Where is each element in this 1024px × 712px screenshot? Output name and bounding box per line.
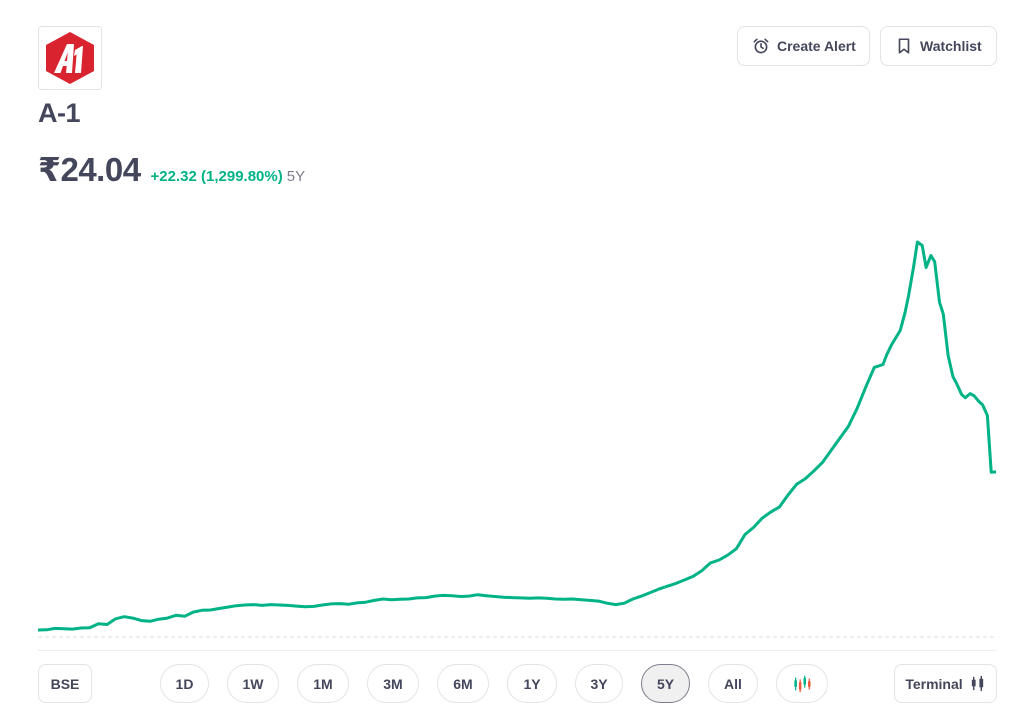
candlestick-toggle-button[interactable]	[776, 664, 828, 703]
exchange-label: BSE	[50, 675, 80, 692]
change-period: 5Y	[286, 168, 306, 185]
range-6m-button[interactable]: 6M	[437, 664, 489, 703]
range-all-label: All	[724, 675, 742, 692]
range-3m-label: 3M	[383, 675, 403, 692]
company-logo	[38, 26, 102, 90]
price-series-line	[38, 240, 996, 632]
create-alert-button[interactable]: Create Alert	[737, 26, 870, 66]
create-alert-label: Create Alert	[777, 38, 856, 54]
price-chart-svg	[38, 240, 996, 638]
watchlist-label: Watchlist	[920, 38, 982, 54]
range-3y-label: 3Y	[590, 675, 608, 692]
range-1d-label: 1D	[175, 675, 194, 692]
chart-divider	[38, 650, 996, 651]
range-1w-label: 1W	[242, 675, 264, 692]
range-5y-label: 5Y	[656, 675, 675, 692]
range-1m-label: 1M	[313, 675, 333, 692]
terminal-candles-icon	[971, 675, 983, 692]
alarm-clock-icon	[753, 38, 769, 54]
bookmark-icon	[898, 38, 910, 54]
candlestick-icon	[794, 675, 811, 692]
range-1y-label: 1Y	[523, 675, 541, 692]
watchlist-button[interactable]: Watchlist	[880, 26, 997, 66]
range-1d-button[interactable]: 1D	[160, 664, 209, 703]
terminal-label: Terminal	[905, 675, 963, 692]
a1-logo-icon	[46, 32, 94, 84]
range-1w-button[interactable]: 1W	[227, 664, 279, 703]
range-6m-label: 6M	[453, 675, 473, 692]
current-price: ₹24.04	[38, 151, 141, 188]
range-5y-button[interactable]: 5Y	[641, 664, 690, 703]
terminal-button[interactable]: Terminal	[894, 664, 997, 703]
range-1m-button[interactable]: 1M	[297, 664, 349, 703]
range-all-button[interactable]: All	[708, 664, 758, 703]
price-change: +22.32 (1,299.80%)	[150, 168, 283, 185]
stock-name: A-1	[38, 98, 81, 128]
range-3m-button[interactable]: 3M	[367, 664, 419, 703]
exchange-selector-button[interactable]: BSE	[38, 664, 92, 703]
range-3y-button[interactable]: 3Y	[575, 664, 623, 703]
price-row: ₹24.04 +22.32 (1,299.80%) 5Y	[38, 150, 305, 189]
range-1y-button[interactable]: 1Y	[507, 664, 557, 703]
price-chart	[38, 230, 996, 650]
